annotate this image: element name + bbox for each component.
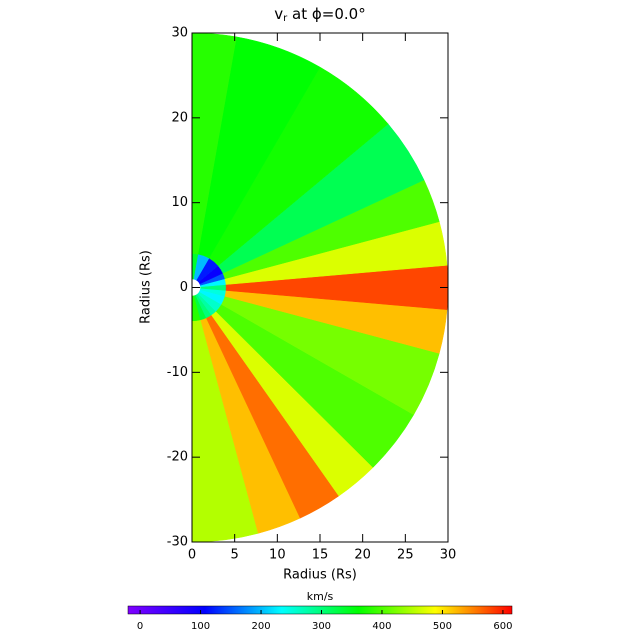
x-tick-label: 25 — [397, 548, 414, 563]
x-axis-label: Radius (Rs) — [283, 568, 357, 583]
x-tick-label: 20 — [354, 548, 371, 563]
y-tick-label: -30 — [167, 535, 188, 550]
sector — [208, 66, 389, 267]
colorbar-label: km/s — [307, 590, 334, 603]
title-main: v — [274, 5, 283, 23]
colorbar-tick-label: 100 — [191, 621, 210, 632]
colorbar-tick-label: 500 — [433, 621, 452, 632]
colorbar-tick-label: 300 — [312, 621, 331, 632]
field — [191, 32, 449, 543]
title-sub: r — [283, 13, 288, 24]
y-tick-label: 20 — [171, 110, 188, 125]
y-tick-label: 0 — [180, 280, 188, 295]
title-rest: at ϕ=0.0° — [287, 5, 365, 23]
colorbar-tick-label: 600 — [493, 621, 512, 632]
x-tick-label: 10 — [269, 548, 286, 563]
x-tick-label: 30 — [440, 548, 457, 563]
y-tick-label: -10 — [167, 365, 188, 380]
sector — [197, 36, 321, 259]
y-tick-label: 30 — [171, 26, 188, 41]
y-tick-label: 10 — [171, 195, 188, 210]
chart-title: vr at ϕ=0.0° — [274, 5, 365, 25]
colorbar-tick-label: 200 — [251, 621, 270, 632]
y-axis-label: Radius (Rs) — [139, 250, 154, 324]
x-tick-label: 0 — [188, 548, 196, 563]
x-tick-label: 5 — [231, 548, 239, 563]
colorbar-tick-label: 400 — [372, 621, 391, 632]
x-tick-label: 15 — [312, 548, 329, 563]
colorbar-tick-label: 0 — [137, 621, 143, 632]
colorbar — [127, 605, 513, 615]
y-tick-label: -20 — [167, 450, 188, 465]
